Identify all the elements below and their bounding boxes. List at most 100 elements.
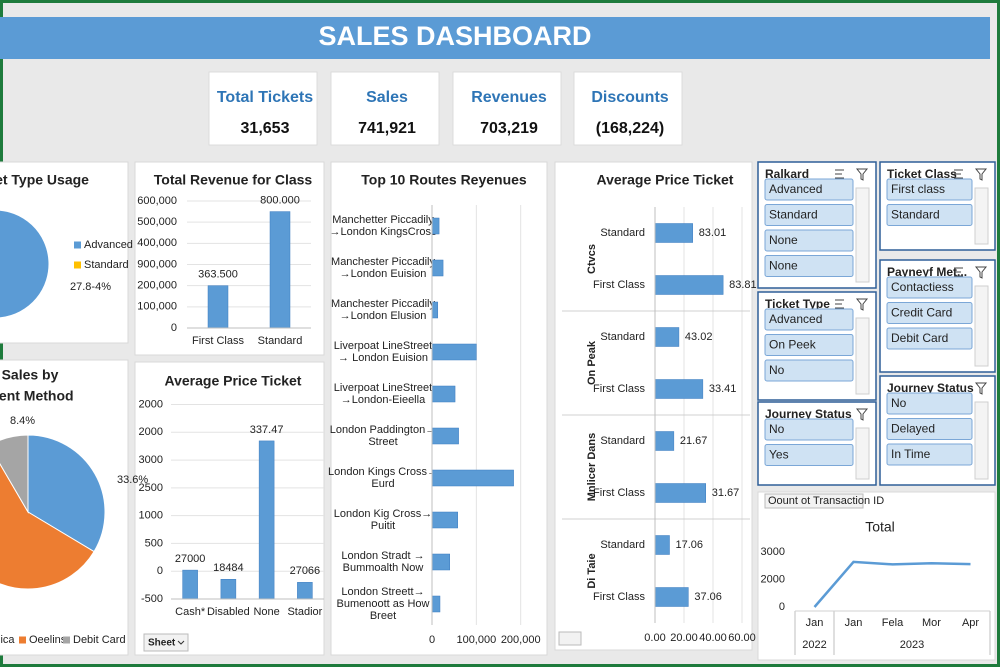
slicer-item[interactable] xyxy=(764,334,854,356)
filter-icon[interactable] xyxy=(974,168,988,181)
bar xyxy=(431,553,450,571)
chart-title: Top 10 Routes Reyenues xyxy=(361,172,527,188)
group-label: On Peak xyxy=(586,340,598,385)
group-label: 2022 xyxy=(802,639,826,651)
slicer-item[interactable] xyxy=(764,178,854,201)
y-tick-label: London Stradt → Bummoalth Now xyxy=(341,550,424,574)
slicer-item[interactable] xyxy=(886,302,973,324)
slicer-title: Journey Status xyxy=(765,407,852,421)
kpi-value: 703,219 xyxy=(480,120,538,137)
data-label: 33.6% xyxy=(117,474,148,486)
slicer-title: Journey Status xyxy=(887,381,974,395)
data-label: 83.01 xyxy=(699,227,727,239)
slicer-title: Ralkard xyxy=(765,167,809,181)
sheet-tab[interactable] xyxy=(143,633,189,652)
y-tick-label: 0 xyxy=(157,565,163,577)
kpi-label: Sales xyxy=(366,89,408,106)
bar xyxy=(182,569,198,600)
bar xyxy=(431,259,444,277)
slicer-item[interactable] xyxy=(764,255,854,277)
slicer-item[interactable] xyxy=(886,178,973,201)
group-label: 2023 xyxy=(900,639,924,651)
slicer-item[interactable] xyxy=(764,308,854,331)
slicer-item[interactable] xyxy=(886,327,973,350)
y-tick-label: Manchester Piccadily →London Euision xyxy=(331,256,435,280)
data-label: 27000 xyxy=(175,553,206,565)
data-label: 800.000 xyxy=(260,194,300,206)
data-label: 21.67 xyxy=(680,435,708,447)
kpi-card xyxy=(452,71,562,146)
kpi-value: 741,921 xyxy=(358,120,416,137)
bar xyxy=(654,275,724,295)
field-button[interactable] xyxy=(764,493,864,509)
slicer-item[interactable] xyxy=(886,204,973,226)
chart-title: Total xyxy=(865,519,895,535)
x-tick-label: Stadior xyxy=(287,606,322,618)
y-tick-label: London Streett→ Bumenoott as How Breet xyxy=(337,586,430,622)
slicer-item-label: No xyxy=(769,422,785,436)
multiselect-icon[interactable] xyxy=(954,267,963,277)
group-label: Di Taie xyxy=(586,553,598,588)
bar xyxy=(269,211,291,329)
chart-panel xyxy=(134,361,325,656)
y-tick-label: First Class xyxy=(593,279,645,291)
bar xyxy=(654,223,693,243)
data-label: 83.81 xyxy=(729,279,757,291)
kpi-label: Discounts xyxy=(591,89,668,106)
x-tick-label: Fela xyxy=(882,617,904,629)
data-label: 37.06 xyxy=(694,591,722,603)
slicer-scrollbar xyxy=(974,401,989,480)
y-tick-label: Standard xyxy=(600,539,645,551)
slicer-item-label: Contactiess xyxy=(891,280,954,294)
x-tick-label: 60.00 xyxy=(728,632,756,644)
bar xyxy=(297,582,313,600)
group-label: Ctvcs xyxy=(586,244,598,274)
bar xyxy=(431,469,514,487)
slicer-item[interactable] xyxy=(886,392,973,415)
data-label: 17.06 xyxy=(676,539,704,551)
y-tick-label: 500,000 xyxy=(137,216,177,228)
slicer-item-label: No xyxy=(769,363,785,377)
slicer-item[interactable] xyxy=(886,418,973,440)
slicer-item[interactable] xyxy=(886,443,973,466)
filter-icon[interactable] xyxy=(974,266,988,279)
x-tick-label: 0.00 xyxy=(644,632,665,644)
field-button-label: Oount ot Transaction ID xyxy=(768,495,884,507)
chart-title: Sales byment Method xyxy=(0,366,74,403)
kpi-card xyxy=(330,71,440,146)
multiselect-icon[interactable] xyxy=(954,169,963,179)
slicer-item[interactable] xyxy=(764,204,854,226)
filter-icon[interactable] xyxy=(855,298,869,311)
slicer-item[interactable] xyxy=(764,359,854,382)
slicer-item[interactable] xyxy=(764,229,854,252)
bar xyxy=(431,427,459,445)
slicer-item-label: Standard xyxy=(769,208,818,222)
filter-icon[interactable] xyxy=(855,168,869,181)
y-tick-label: 0 xyxy=(779,601,785,613)
slicer-item-label: Yes xyxy=(769,448,789,462)
slicer-item[interactable] xyxy=(764,444,854,466)
bar xyxy=(431,385,456,403)
multiselect-icon[interactable] xyxy=(835,169,844,179)
slicer-title: Payneyf Met... xyxy=(887,265,967,279)
slicer-item[interactable] xyxy=(886,276,973,299)
x-tick-label: Cash* xyxy=(175,606,206,618)
slicer-item-label: Advanced xyxy=(769,312,822,326)
filter-icon[interactable] xyxy=(974,382,988,395)
slicer-item[interactable] xyxy=(764,418,854,441)
slicer-scrollbar xyxy=(855,427,870,480)
y-tick-label: 900,000 xyxy=(137,258,177,270)
slicer-title: Ticket Type xyxy=(765,297,830,311)
y-tick-label: Manchetter Piccadily →London KingsCross xyxy=(329,214,437,238)
filter-icon[interactable] xyxy=(855,408,869,421)
kpi-card xyxy=(573,71,683,146)
bar xyxy=(654,535,670,555)
x-tick-label: 100,000 xyxy=(456,634,496,646)
bar xyxy=(431,301,439,319)
legend-label: Debit Card xyxy=(73,634,126,646)
data-label: 18484 xyxy=(213,562,244,574)
chart-title: Total Revenue for Class xyxy=(154,172,313,188)
zoom-button[interactable] xyxy=(558,631,582,646)
multiselect-icon[interactable] xyxy=(835,299,844,309)
